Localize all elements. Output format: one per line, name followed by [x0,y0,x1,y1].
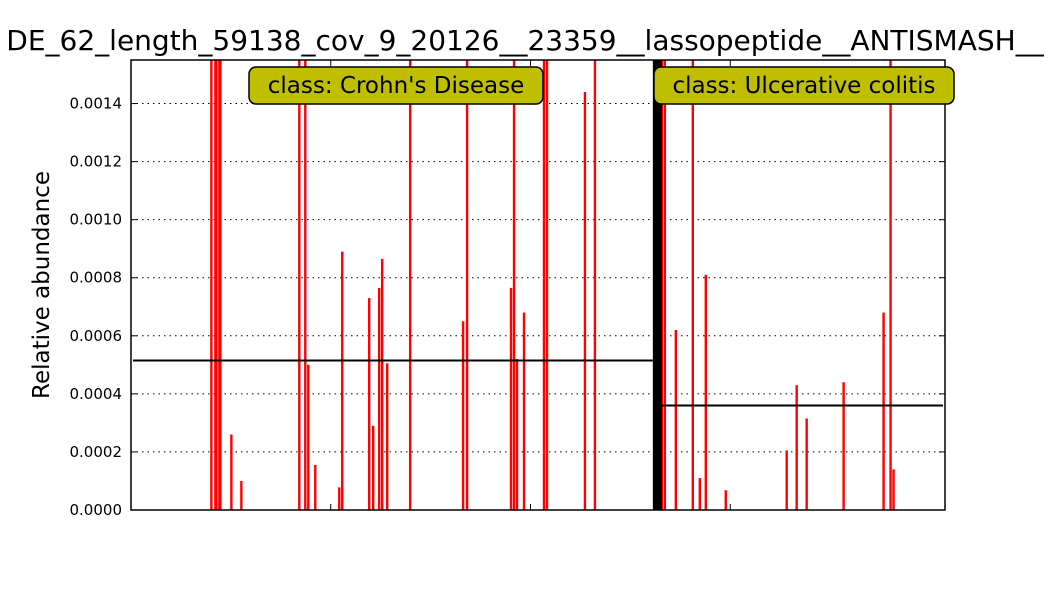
bar [542,60,546,510]
class-label: class: Crohn's Disease [268,73,524,99]
class-labels: class: Crohn's Disease class: Ulcerative … [248,66,955,105]
bar [304,60,307,510]
bar [892,469,895,510]
bar [215,60,218,510]
bar [377,287,381,510]
y-tick-label: 0.0006 [70,327,123,345]
bar [698,478,702,510]
bar [805,418,808,510]
bar [341,251,344,510]
bar [882,312,885,510]
bar [338,487,341,510]
bar [385,363,389,510]
bar [704,274,707,510]
bar [889,60,892,510]
bar [230,434,233,510]
bar [465,60,469,510]
bar [372,425,375,510]
y-tick-label: 0.0002 [70,443,123,461]
bar [509,287,513,510]
bar [219,60,222,510]
class-label-box [248,66,544,105]
bar [314,465,317,510]
x-axis-ticks [330,60,731,510]
bar [583,91,587,510]
grid-lines [131,103,945,453]
bar [210,60,213,510]
bar [842,382,845,510]
bar [512,60,516,510]
bar [593,60,597,510]
bar [674,330,678,510]
bar [461,321,465,510]
y-tick-label: 0.0008 [70,269,123,287]
y-tick-label: 0.0000 [70,501,123,519]
bar [368,298,371,510]
class-label-box [653,66,955,105]
bar [240,480,243,510]
bar [785,450,788,510]
chart-title: DE_62_length_59138_cov_9_20126__23359__l… [6,24,1044,57]
bar [408,60,412,510]
y-tick-label: 0.0004 [70,385,123,403]
class-label: class: Ulcerative colitis [672,73,935,99]
y-tick-label: 0.0012 [70,153,123,171]
bar [663,60,667,510]
bar [545,60,549,510]
bar [380,258,384,510]
y-tick-label: 0.0014 [70,95,123,113]
bar [724,490,727,510]
bar [307,364,310,510]
bars [210,60,895,510]
mean-lines [133,359,943,407]
bar [522,312,526,510]
bar [515,359,519,510]
y-tick-label: 0.0010 [70,211,123,229]
bar [691,60,695,510]
y-axis-ticks: 0.0000 0.0002 0.0004 0.0006 0.0008 0.0010 0.00… [70,95,945,519]
bar [795,385,798,510]
plot-frame [130,59,946,511]
y-axis-label: Relative abundance [29,171,55,399]
class-divider [652,60,662,510]
bar [298,60,301,510]
